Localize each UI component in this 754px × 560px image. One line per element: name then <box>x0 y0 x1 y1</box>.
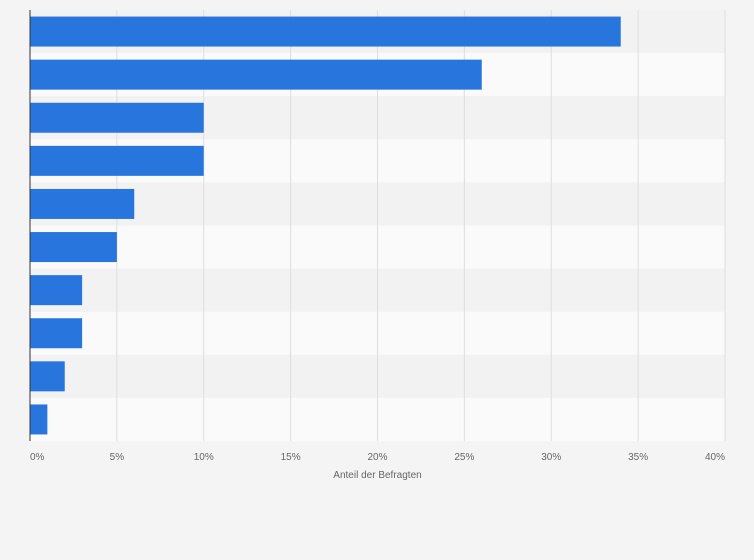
bar <box>30 404 48 435</box>
x-axis-title: Anteil der Befragten <box>333 470 421 481</box>
bar <box>30 16 621 47</box>
bars <box>30 16 621 435</box>
x-tick-label: 15% <box>281 452 301 463</box>
bar <box>30 318 83 349</box>
x-tick-label: 5% <box>110 452 125 463</box>
bar <box>30 232 117 263</box>
x-tick-label: 30% <box>541 452 561 463</box>
x-tick-label: 25% <box>454 452 474 463</box>
bar <box>30 102 204 133</box>
bar <box>30 59 482 90</box>
x-tick-label: 20% <box>367 452 387 463</box>
bar <box>30 361 65 392</box>
bar <box>30 275 83 306</box>
x-tick-label: 10% <box>194 452 214 463</box>
bar <box>30 188 135 219</box>
x-tick-label: 40% <box>705 452 725 463</box>
x-tick-label: 35% <box>628 452 648 463</box>
bar <box>30 145 204 176</box>
x-tick-label: 0% <box>30 452 45 463</box>
x-axis-ticks: 0% 5% 10% 15% 20% 25% 30% 35% 40% <box>30 452 725 463</box>
